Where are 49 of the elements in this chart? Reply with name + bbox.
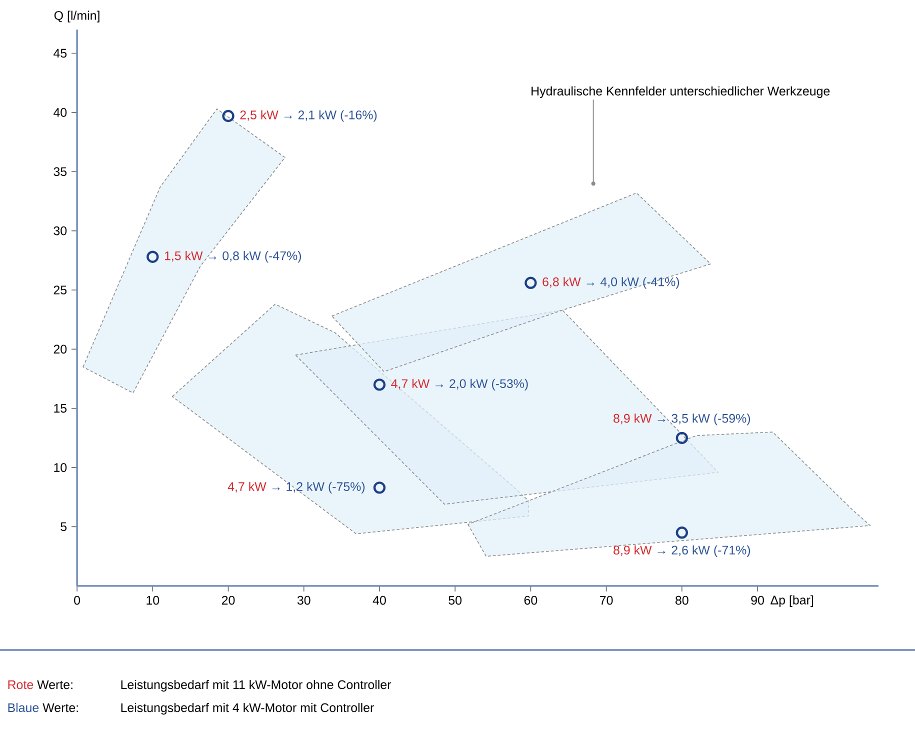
annotation: → 2,1 kW (-16%)	[284, 110, 377, 122]
point	[676, 432, 688, 444]
annotation: → 2,6 kW (-71%)	[658, 545, 750, 557]
point	[222, 110, 234, 122]
y-tick-label: 25	[54, 286, 67, 294]
annotation: → 3,5 kW (-59%)	[658, 414, 750, 426]
x-tick-label: 10	[146, 596, 160, 605]
y-tick-label: 40	[54, 108, 67, 117]
point	[146, 250, 159, 263]
annotation: Hydraulische Kennfelder unterschiedlicher Werkzeuge	[532, 86, 830, 98]
annotation: 8,9 kW	[614, 414, 652, 424]
x-tick-label: 50	[448, 596, 462, 605]
text: Leistungsbedarf mit 11 kW-Motor ohne Controller	[121, 680, 392, 692]
x-tick-label: 40	[372, 596, 386, 605]
point	[373, 482, 386, 494]
annotation: 6,8 kW	[542, 277, 581, 288]
x-axis-title: Δp [bar]	[770, 595, 814, 607]
y-tick-label: 35	[54, 167, 67, 176]
y-tick-label: 10	[54, 463, 67, 472]
text: Leistungsbedarf mit 4 kW-Motor mit Controller	[121, 702, 374, 715]
annotation: 8,9 kW	[614, 545, 652, 556]
y-tick-label: 15	[54, 404, 67, 413]
point	[676, 526, 688, 539]
y-tick-label: 45	[54, 48, 67, 58]
point	[524, 276, 537, 289]
y-tick-label: 20	[54, 344, 67, 354]
annotation: → 0,8 kW (-47%)	[208, 251, 302, 263]
text: Werte:	[42, 703, 78, 712]
x-tick-label: 20	[222, 596, 235, 605]
y-tick-label: 5	[60, 522, 67, 532]
point	[373, 378, 386, 391]
x-tick-label: 60	[524, 596, 538, 605]
text: Blaue	[8, 702, 39, 712]
x-tick-label: 0	[74, 596, 80, 605]
x-tick-label: 70	[600, 596, 613, 605]
annotation: → 1,2 kW (-75%)	[272, 482, 365, 494]
x-tick-label: 90	[751, 596, 764, 605]
text: Werte:	[37, 680, 72, 690]
annotation: 2,5 kW	[240, 110, 278, 121]
x-tick-label: 30	[297, 596, 310, 605]
annotation: 4,7 kW	[391, 378, 430, 390]
annotation: → 4,0 kW (-41%)	[586, 277, 680, 289]
text: Rote	[8, 680, 34, 690]
annotation: → 2,0 kW (-53%)	[436, 378, 528, 390]
annotation: 4,7 kW	[228, 482, 266, 492]
y-tick-label: 30	[54, 226, 67, 236]
x-tick-label: 80	[676, 596, 688, 605]
annotation: 1,5 kW	[164, 251, 203, 262]
y-axis-title: Q [l/min]	[54, 10, 100, 22]
